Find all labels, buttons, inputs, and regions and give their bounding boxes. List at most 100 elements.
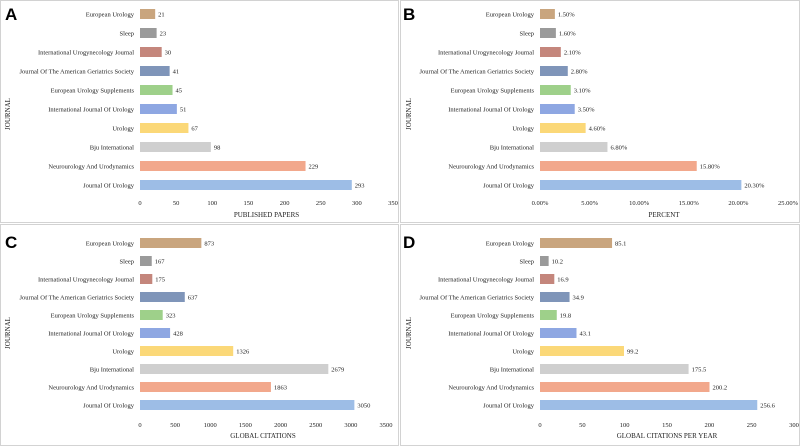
panel-b-bar <box>540 9 555 19</box>
panel-a-value-label: 67 <box>191 125 198 132</box>
panel-b-category-label: Journal Of The American Geriatrics Socie… <box>420 68 535 75</box>
panel-c-category-label: European Urology Supplements <box>51 312 135 319</box>
panel-c-value-label: 175 <box>155 276 165 283</box>
panel-d-bar <box>540 292 570 302</box>
panel-d-bar <box>540 310 557 320</box>
panel-d-bar <box>540 274 555 284</box>
panel-b-value-label: 3.50% <box>578 106 595 113</box>
panel-b-x-axis-title: PERCENT <box>648 211 680 219</box>
panel-d-category-label: European Urology Supplements <box>451 312 535 319</box>
panel-c-category-label: International Journal Of Urology <box>48 330 134 337</box>
panel-a-category-label: Neurourology And Urodynamics <box>48 163 134 170</box>
panel-d-x-tick-label: 250 <box>747 422 757 429</box>
panel-a-value-label: 41 <box>173 68 180 75</box>
panel-d-letter: D <box>403 233 415 252</box>
panel-a-bar <box>140 161 306 171</box>
panel-d-value-label: 10.2 <box>552 258 563 265</box>
panel-c-y-axis-title: JOURNAL <box>4 317 12 349</box>
panel-c-category-label: International Urogynecology Journal <box>38 276 134 283</box>
panel-c-bar <box>140 328 171 338</box>
panel-a-bar <box>140 28 157 38</box>
panel-b-category-label: International Journal Of Urology <box>448 106 534 113</box>
panel-b-category-label: Journal Of Urology <box>483 182 535 189</box>
panel-c-bar <box>140 238 202 248</box>
panel-a-x-tick-label: 350 <box>388 200 398 207</box>
panel-c-bar <box>140 274 153 284</box>
panel-c-bar <box>140 310 163 320</box>
panel-a-bar <box>140 123 189 133</box>
panel-b-value-label: 2.80% <box>571 68 588 75</box>
panel-d-bar <box>540 346 624 356</box>
panel-a-group: A JOURNAL European Urology 21 Sleep 23 Interna… <box>0 0 399 223</box>
panel-b-bar <box>540 123 586 133</box>
panel-d-x-tick-label: 300 <box>789 422 799 429</box>
panel-d-value-label: 85.1 <box>615 240 626 247</box>
panel-b-x-tick-label: 20.00% <box>728 200 749 207</box>
panel-b-bar <box>540 142 608 152</box>
panel-a-x-tick-label: 50 <box>173 200 180 207</box>
panel-c-bar <box>140 364 329 374</box>
panel-c-group: C JOURNAL European Urology 873 Sleep 167 Inter… <box>0 224 399 446</box>
panel-c-category-label: Neurourology And Urodynamics <box>48 384 134 391</box>
panel-b-value-label: 2.10% <box>564 49 581 56</box>
panel-b-bar <box>540 66 568 76</box>
panel-a-category-label: Journal Of Urology <box>83 182 135 189</box>
panel-c-category-label: Sleep <box>120 258 134 265</box>
panel-a-category-label: European Urology <box>86 11 135 18</box>
panel-a-category-label: Bju International <box>90 144 134 151</box>
panel-b-value-label: 15.80% <box>700 163 721 170</box>
panel-b-x-tick-label: 0.00% <box>532 200 549 207</box>
panel-c-x-tick-label: 1000 <box>204 422 217 429</box>
panel-b-bar <box>540 47 561 57</box>
panel-c-x-tick-label: 2000 <box>274 422 287 429</box>
panel-c-x-tick-label: 2500 <box>309 422 322 429</box>
panel-b-category-label: Neurourology And Urodynamics <box>448 163 534 170</box>
panel-c-value-label: 428 <box>173 330 183 337</box>
panel-d-value-label: 99.2 <box>627 348 638 355</box>
panel-c-letter: C <box>5 233 17 252</box>
panel-c-category-label: Urology <box>112 348 134 355</box>
panel-b-bar <box>540 180 742 190</box>
panel-d-bar <box>540 238 613 248</box>
panel-a-value-label: 293 <box>355 182 365 189</box>
panel-b-x-tick-label: 25.00% <box>778 200 799 207</box>
panel-d-value-label: 200.2 <box>713 384 728 391</box>
panel-d-category-label: Urology <box>512 348 534 355</box>
panel-d-value-label: 19.8 <box>560 312 571 319</box>
panel-a-x-axis-title: PUBLISHED PAPERS <box>234 211 299 219</box>
panel-c-value-label: 873 <box>204 240 214 247</box>
panel-b-category-label: European Urology Supplements <box>451 87 535 94</box>
panel-b-category-label: European Urology <box>486 11 535 18</box>
panel-b-y-axis-title: JOURNAL <box>405 98 413 130</box>
panel-b-bar <box>540 104 575 114</box>
panel-d-x-tick-label: 50 <box>579 422 586 429</box>
panel-c-x-tick-label: 3000 <box>344 422 357 429</box>
panel-a-value-label: 23 <box>160 30 167 37</box>
panel-d-category-label: Bju International <box>490 366 534 373</box>
panel-b-value-label: 1.50% <box>558 11 575 18</box>
panel-a-value-label: 98 <box>214 144 221 151</box>
panel-b-x-tick-label: 5.00% <box>581 200 598 207</box>
panel-d-value-label: 175.5 <box>692 366 707 373</box>
panel-b-category-label: Urology <box>512 125 534 132</box>
panel-d-y-axis-title: JOURNAL <box>405 317 413 349</box>
panel-a-category-label: Journal Of The American Geriatrics Socie… <box>20 68 135 75</box>
panel-c-category-label: Journal Of The American Geriatrics Socie… <box>20 294 135 301</box>
panel-a-bar <box>140 180 352 190</box>
panel-d-value-label: 16.9 <box>557 276 568 283</box>
panel-c-x-tick-label: 500 <box>170 422 180 429</box>
panel-a-bar <box>140 85 173 95</box>
panel-d-value-label: 256.6 <box>760 402 775 409</box>
panel-a-value-label: 229 <box>309 163 319 170</box>
panel-c-bar <box>140 400 355 410</box>
panel-b-category-label: Bju International <box>490 144 534 151</box>
panel-b-x-tick-label: 15.00% <box>679 200 700 207</box>
panel-a-value-label: 30 <box>165 49 172 56</box>
panel-c-value-label: 1326 <box>236 348 250 355</box>
panel-c-bar <box>140 382 271 392</box>
panel-d-bar <box>540 328 577 338</box>
panel-c-value-label: 1863 <box>274 384 287 391</box>
panel-a-x-tick-label: 150 <box>244 200 254 207</box>
panel-d-x-tick-label: 200 <box>704 422 714 429</box>
panel-c-value-label: 637 <box>188 294 199 301</box>
